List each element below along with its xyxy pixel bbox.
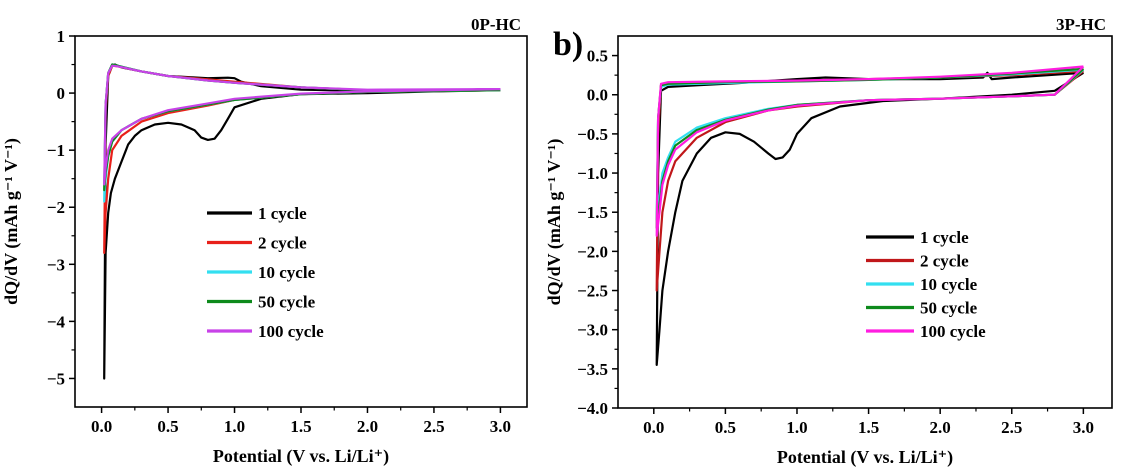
series-line-10-cycle	[655, 68, 1085, 222]
y-tick-label: −3.5	[577, 360, 608, 379]
y-tick-label: −2.0	[577, 242, 608, 261]
series-line-50-cycle	[655, 67, 1085, 229]
x-tick-label: 0.5	[157, 417, 178, 436]
x-tick-label: 0.0	[91, 417, 112, 436]
x-axis-title: Potential (V vs. Li/Li⁺)	[213, 446, 389, 467]
y-tick-label: 0	[57, 84, 66, 103]
y-tick-label: −4.0	[577, 399, 608, 418]
legend-label: 10 cycle	[258, 263, 316, 282]
x-tick-label: 0.5	[715, 418, 736, 437]
x-tick-label: 0.0	[643, 418, 664, 437]
legend-label: 50 cycle	[258, 293, 316, 312]
y-tick-label: −3	[47, 255, 65, 274]
y-tick-label: 1	[57, 27, 66, 46]
x-tick-label: 2.5	[1001, 418, 1022, 437]
y-tick-label: −5	[47, 369, 65, 388]
y-tick-label: −1.5	[577, 203, 608, 222]
series-line-1-cycle	[655, 71, 1084, 366]
y-tick-label: −1	[47, 141, 65, 160]
y-tick-label: −2	[47, 198, 65, 217]
y-tick-label: −3.0	[577, 321, 608, 340]
x-tick-label: 1.0	[224, 417, 245, 436]
y-axis-title: dQ/dV (mAh g⁻¹ V⁻¹)	[1, 138, 22, 305]
legend-label: 1 cycle	[258, 204, 307, 223]
x-tick-label: 3.0	[490, 417, 511, 436]
x-tick-label: 3.0	[1073, 418, 1094, 437]
legend: 1 cycle 2 cycle 10 cycle 50 cycle 100 cycle	[207, 204, 324, 341]
legend-label: 100 cycle	[258, 322, 324, 341]
y-tick-label: −4	[47, 312, 66, 331]
x-tick-label: 2.5	[423, 417, 444, 436]
legend: 1 cycle 2 cycle 10 cycle 50 cycle 100 cycle	[866, 228, 986, 341]
chart-panel-0p-hc: 0.0 0.5 1.0 1.5 2.0 2.5 3.0 −5 −4 −3 −2 −1 0 1 0P-HC Po…	[1, 15, 528, 467]
x-tick-label: 1.5	[858, 418, 879, 437]
legend-label: 10 cycle	[920, 275, 978, 294]
y-axis-title: dQ/dV (mAh g⁻¹ V⁻¹)	[544, 139, 565, 306]
series-line-2-cycle	[655, 70, 1085, 292]
y-tick-label: 0.0	[587, 86, 608, 105]
legend-label: 1 cycle	[920, 228, 969, 247]
legend-label: 2 cycle	[920, 252, 969, 271]
legend-label: 2 cycle	[258, 234, 307, 253]
x-tick-label: 1.0	[786, 418, 807, 437]
x-tick-label: 2.0	[930, 418, 951, 437]
y-tick-label: −1.0	[577, 164, 608, 183]
legend-label: 50 cycle	[920, 299, 978, 318]
y-tick-label: −0.5	[577, 125, 608, 144]
series-line-100-cycle	[655, 65, 1085, 237]
series-line-100-cycle	[103, 64, 501, 186]
series-line-10-cycle	[103, 63, 501, 203]
x-tick-label: 2.0	[357, 417, 378, 436]
panel-title: 3P-HC	[1056, 15, 1106, 34]
chart-panel-3p-hc: 0.0 0.5 1.0 1.5 2.0 2.5 3.0 −4.0 −3.5 −3.0 −2.5 −2.…	[544, 15, 1113, 468]
y-tick-label: −2.5	[577, 282, 608, 301]
plot-frame	[617, 35, 1113, 409]
x-axis-title: Potential (V vs. Li/Li⁺)	[777, 447, 953, 468]
panel-title: 0P-HC	[471, 15, 521, 34]
x-tick-label: 1.5	[290, 417, 311, 436]
y-tick-label: 0.5	[587, 47, 608, 66]
panel-b-letter: b)	[553, 26, 583, 63]
series-line-50-cycle	[103, 63, 501, 192]
legend-label: 100 cycle	[920, 322, 986, 341]
